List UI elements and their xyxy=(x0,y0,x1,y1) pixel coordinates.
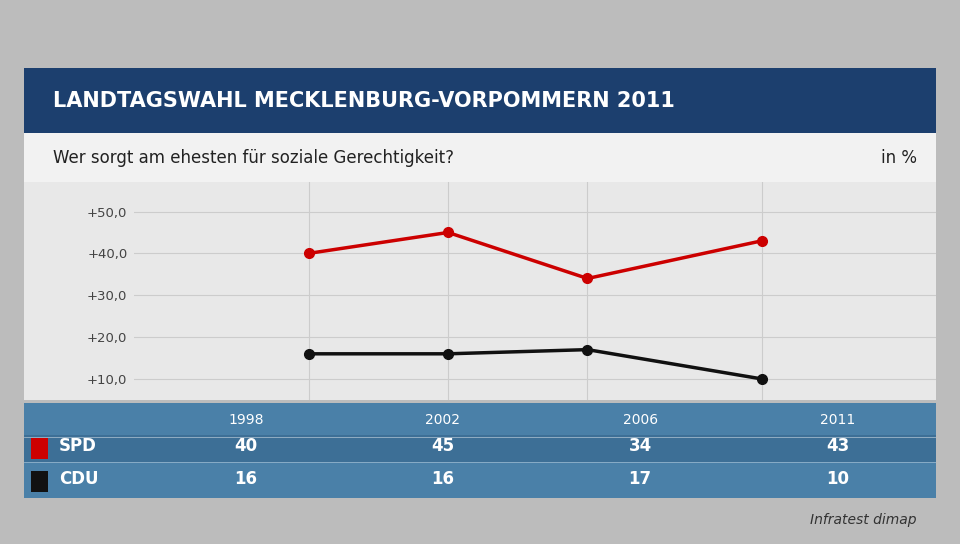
Text: Infratest dimap: Infratest dimap xyxy=(810,512,917,527)
Text: SPD: SPD xyxy=(59,437,97,455)
Text: 10: 10 xyxy=(826,469,849,488)
Text: Wer sorgt am ehesten für soziale Gerechtigkeit?: Wer sorgt am ehesten für soziale Gerecht… xyxy=(53,149,454,167)
Text: CDU: CDU xyxy=(59,469,98,488)
Bar xyxy=(24,435,936,461)
Text: 43: 43 xyxy=(826,437,849,455)
Bar xyxy=(24,461,936,498)
Text: 16: 16 xyxy=(431,469,454,488)
Text: 1998: 1998 xyxy=(228,413,263,426)
Bar xyxy=(32,471,48,492)
Text: 40: 40 xyxy=(234,437,257,455)
Bar xyxy=(24,182,936,400)
Text: 17: 17 xyxy=(629,469,652,488)
Text: in %: in % xyxy=(881,149,917,167)
Bar xyxy=(24,133,936,182)
Text: 34: 34 xyxy=(629,437,652,455)
Text: 2002: 2002 xyxy=(425,413,461,426)
Bar xyxy=(32,438,48,459)
Text: LANDTAGSWAHL MECKLENBURG-VORPOMMERN 2011: LANDTAGSWAHL MECKLENBURG-VORPOMMERN 2011 xyxy=(53,91,675,110)
Text: 45: 45 xyxy=(431,437,454,455)
Text: 16: 16 xyxy=(234,469,257,488)
Text: 2011: 2011 xyxy=(820,413,855,426)
Text: 2006: 2006 xyxy=(623,413,658,426)
Bar xyxy=(24,68,936,133)
